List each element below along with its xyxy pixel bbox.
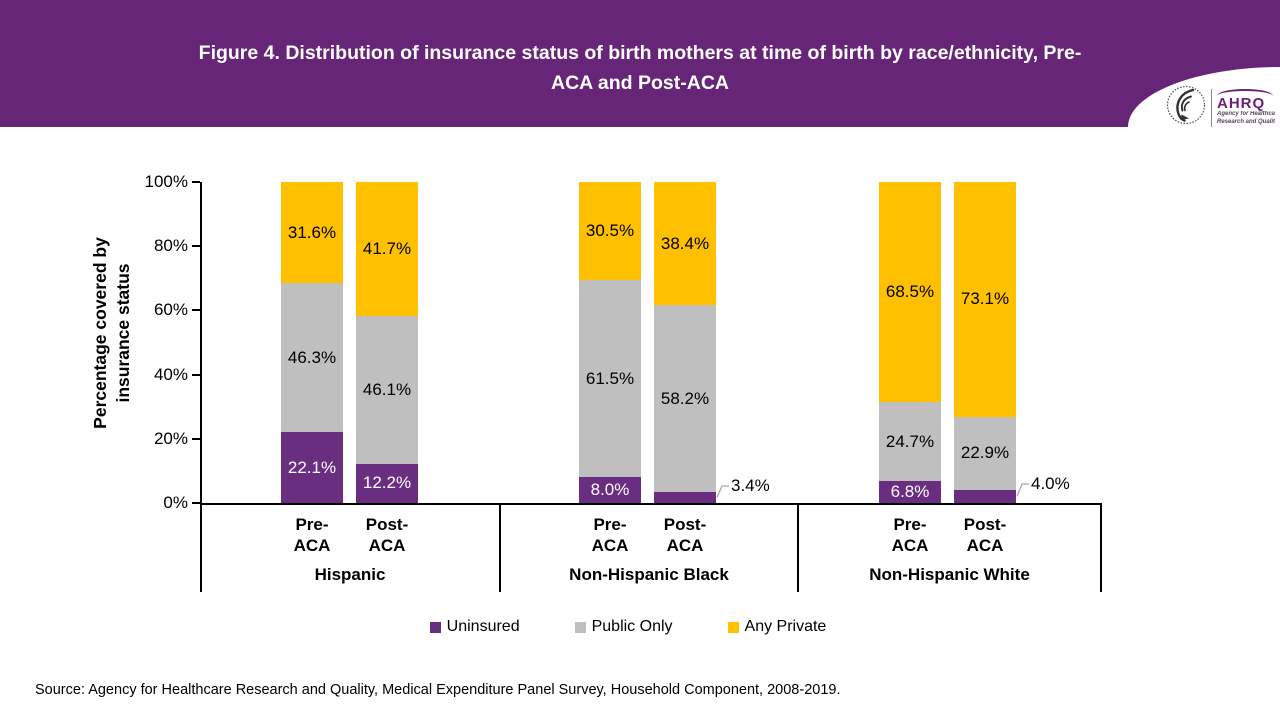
bar-segment — [954, 182, 1016, 417]
ahrq-swoosh — [1217, 89, 1273, 96]
data-label: 46.1% — [362, 379, 412, 399]
bar-segment — [579, 279, 641, 478]
bar-segment — [356, 315, 418, 464]
data-label: 61.5% — [585, 368, 635, 388]
category-divider — [499, 503, 501, 592]
bar-segment — [281, 182, 343, 284]
bar-segment — [356, 463, 418, 503]
ahrq-wordmark: AHRQ Agency for Healthca Research and Qu… — [1217, 89, 1275, 126]
bar-segment — [879, 481, 941, 503]
y-axis-tick — [192, 181, 200, 183]
ahrq-tagline: Agency for Healthca Research and Qualit — [1217, 111, 1275, 125]
ahrq-logo: AHRQ Agency for Healthca Research and Qu… — [1166, 85, 1275, 130]
y-axis-tick-label: 20% — [153, 428, 188, 448]
banner-curve: AHRQ Agency for Healthca Research and Qu… — [1128, 67, 1280, 127]
ahrq-acronym: AHRQ — [1217, 95, 1266, 112]
category-divider — [797, 503, 799, 592]
data-label: 8.0% — [590, 480, 630, 500]
legend-item: Public Only — [574, 618, 673, 636]
data-label: 3.4% — [731, 476, 770, 496]
legend-item: Any Private — [727, 618, 827, 636]
logo-divider — [1211, 88, 1212, 127]
legend-swatch — [727, 621, 739, 633]
bar-segment — [281, 432, 343, 503]
data-label: 12.2% — [362, 473, 412, 493]
data-label: 38.4% — [660, 233, 710, 253]
hhs-eagle-icon — [1166, 85, 1206, 130]
bar-segment — [356, 182, 418, 316]
data-label: 22.1% — [287, 457, 337, 477]
data-label: 6.8% — [890, 482, 930, 502]
source-note: Source: Agency for Healthcare Research a… — [35, 682, 841, 698]
leader-line — [1016, 482, 1029, 498]
y-axis-tick-label: 60% — [153, 300, 188, 320]
x-axis-category-label: Pre- ACA — [591, 515, 629, 555]
y-axis-tick — [192, 245, 200, 248]
legend-swatch — [574, 621, 586, 633]
category-divider — [1100, 503, 1102, 592]
x-axis-category-label: Post- ACA — [365, 515, 409, 555]
data-label: 24.7% — [885, 431, 935, 451]
data-label: 41.7% — [362, 238, 412, 258]
figure-title: Figure 4. Distribution of insurance stat… — [198, 42, 1082, 94]
x-axis-group-label: Hispanic — [314, 565, 386, 584]
bar-segment — [281, 283, 343, 433]
y-axis-tick-label: 40% — [153, 364, 188, 384]
y-axis-tick — [192, 502, 200, 504]
y-axis-tick — [192, 309, 200, 312]
y-axis-tick-label: 80% — [153, 236, 188, 256]
bar-segment — [579, 477, 641, 503]
data-label: 58.2% — [660, 388, 710, 408]
data-label: 22.9% — [960, 443, 1010, 463]
leader-line — [716, 484, 729, 499]
data-label: 46.3% — [287, 347, 337, 367]
y-axis-tick — [192, 437, 200, 440]
y-axis-title: Percentage covered by insurance status — [90, 237, 133, 429]
bar-segment — [654, 182, 716, 306]
bar-segment — [654, 492, 716, 503]
data-label: 73.1% — [960, 289, 1010, 309]
bar-segment — [954, 416, 1016, 491]
y-axis-tick — [192, 373, 200, 376]
legend-swatch — [429, 621, 441, 633]
bar-segment — [579, 182, 641, 280]
header-banner: Figure 4. Distribution of insurance stat… — [0, 0, 1280, 127]
data-label: 4.0% — [1031, 474, 1070, 494]
legend-label: Any Private — [744, 618, 827, 635]
legend-label: Public Only — [591, 618, 673, 635]
x-axis-category-label: Pre- ACA — [293, 515, 331, 555]
y-axis-line — [200, 182, 202, 592]
x-axis-category-label: Pre- ACA — [891, 515, 929, 555]
legend-label: Uninsured — [446, 618, 520, 635]
bar-segment — [879, 401, 941, 482]
x-axis-category-label: Post- ACA — [663, 515, 707, 555]
bar-segment — [954, 490, 1016, 503]
y-axis-tick-label: 0% — [163, 493, 188, 512]
y-axis-tick-label: 100% — [144, 172, 188, 191]
bar-segment — [879, 182, 941, 402]
data-label: 68.5% — [885, 281, 935, 301]
x-axis-category-label: Post- ACA — [963, 515, 1007, 555]
chart-legend: Uninsured Public Only Any Private — [0, 618, 1256, 636]
x-axis-group-label: Non-Hispanic Black — [569, 565, 729, 584]
data-label: 30.5% — [585, 220, 635, 240]
bar-segment — [654, 305, 716, 493]
data-label: 31.6% — [287, 222, 337, 242]
x-axis-group-label: Non-Hispanic White — [869, 565, 1030, 584]
x-axis-line — [200, 503, 1101, 505]
legend-item: Uninsured — [429, 618, 520, 636]
